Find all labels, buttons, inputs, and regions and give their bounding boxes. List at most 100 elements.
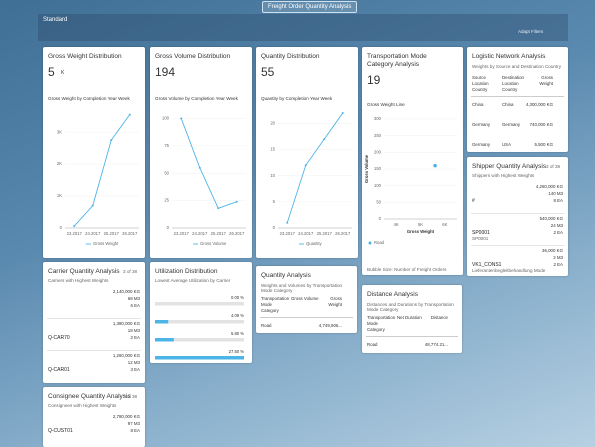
- y-tick-label: 1K: [57, 193, 62, 198]
- item-value: 2,140,000 KG: [112, 289, 140, 294]
- table-cell: China: [502, 102, 514, 107]
- plot: Gross Weight by Completion Year Week 0 1K 2…: [48, 96, 139, 246]
- adapt-filters: Adapt Filters: [518, 29, 544, 34]
- y-tick-label: 0: [379, 216, 382, 221]
- card-title: Gross Volume Distribution: [155, 53, 231, 60]
- item-name: Q-CUST01: [48, 428, 73, 434]
- x-axis-title: Gross Weight: [407, 229, 435, 234]
- legend-label: Quantity: [306, 241, 323, 246]
- kpi-card: Transportation Mode Category Analysis 19 B…: [362, 47, 463, 275]
- y-tick-label: 3K: [57, 129, 62, 134]
- point: [110, 139, 113, 142]
- plot: Gross Weight Line 0 50 100 150 200 250 300 4K 5K 6…: [364, 102, 457, 245]
- kpi-value: 194: [155, 65, 176, 79]
- x-tick-label: 4K: [394, 222, 399, 227]
- list-card: Shipper Quantity Analysis 3 of 38 Shippers…: [467, 157, 568, 276]
- card-title: Shipper Quantity Analysis: [472, 163, 547, 170]
- line: [286, 112, 344, 223]
- header-divider: [471, 96, 564, 97]
- table-cell: 4,749,906...: [318, 323, 342, 328]
- card-subtitle: Weights and Volumes by Transportation Mo…: [261, 283, 343, 293]
- kpi-unit: K: [61, 70, 65, 76]
- card-subtitle: Carriers with Highest Weights: [48, 278, 109, 283]
- kpi-card: Gross Weight Distribution 5 K Gross Weight …: [43, 47, 145, 258]
- table-cell: Germany: [502, 122, 521, 127]
- table-card: Quantity Analysis Weights and Volumes by …: [256, 266, 357, 333]
- card-title: Logistic Network Analysis: [472, 53, 546, 60]
- table-cell: 5,500 KG: [534, 142, 553, 147]
- item-value: 12 M3: [127, 360, 140, 365]
- point: [341, 112, 344, 114]
- bar: [155, 338, 174, 342]
- x-tick-label: 26.2017: [229, 231, 245, 236]
- point: [180, 117, 183, 120]
- bar-label: 4.09 %: [231, 313, 244, 318]
- column-header: Gross Weight: [328, 296, 342, 307]
- list-card: Consignee Quantity Analysis 3 of 38 Consig…: [43, 387, 145, 447]
- item-value: 36,000 KG: [542, 248, 563, 253]
- item-name: VK1_CONS1: [472, 262, 502, 268]
- card-title: Quantity Analysis: [261, 272, 311, 279]
- table-cell: 4,300,000 KG: [525, 102, 553, 107]
- table-cell: Road: [261, 323, 272, 328]
- card-footer: Bubble Size: Number of Freight Orders: [367, 267, 447, 272]
- item-description: Lieferantenbegleitbehandlung Mode: [472, 268, 546, 273]
- card-title: Gross Weight Distribution: [48, 53, 122, 60]
- item-value: 540,000 KG: [539, 216, 563, 221]
- item-value: 68 M3: [127, 296, 140, 301]
- bar: [155, 356, 244, 360]
- plot: Gross Volume by Completion Year Week 0 25 5…: [155, 96, 246, 246]
- item-value: 24 M3: [550, 223, 563, 228]
- item-value: 2 M3: [553, 255, 563, 260]
- table-cell: 48,774.21...: [424, 342, 448, 347]
- bar-track: [155, 338, 244, 342]
- card-subtitle: Weights by Source and Destination Countr…: [472, 64, 562, 69]
- bar: [155, 320, 169, 324]
- item-value: 8 EA: [130, 428, 140, 433]
- item-count: 3 of 38: [123, 269, 138, 274]
- card-title: Utilization Distribution: [155, 268, 218, 275]
- line: [73, 114, 131, 227]
- item-value: 1,260,000 KG: [112, 353, 140, 358]
- point: [235, 200, 238, 203]
- view-title-button[interactable]: Freight Order Quantity Analysis: [262, 1, 358, 13]
- x-tick-label: 6K: [442, 222, 447, 227]
- x-tick-label: 24.2017: [192, 231, 208, 236]
- list-card: Carrier Quantity Analysis 3 of 38 Carriers…: [43, 262, 145, 383]
- table-card: Distance Analysis Distances and Durations…: [362, 285, 462, 353]
- item-value: 2 EA: [553, 262, 563, 267]
- legend-label: Gross Volume: [200, 241, 227, 246]
- point: [433, 163, 437, 168]
- header-divider: [366, 336, 458, 337]
- header-divider: [260, 317, 353, 318]
- plot: Quantity by Completion Year Week 0 5 10 15 20…: [261, 96, 352, 246]
- kpi-value: 5: [48, 65, 55, 79]
- column-header: Net Duration: [397, 315, 422, 320]
- y-tick-label: 75: [164, 143, 169, 148]
- item-value: 2 EA: [553, 230, 563, 235]
- point: [198, 166, 201, 169]
- y-tick-label: 25: [164, 198, 169, 203]
- y-tick-label: 2K: [57, 161, 62, 166]
- y-tick-label: 50: [164, 170, 169, 175]
- card-title: Quantity Distribution: [261, 53, 320, 60]
- column-header: Transportation Mode Category: [261, 296, 290, 313]
- item-name: Q-CAR01: [48, 367, 70, 373]
- chart-title: Gross Weight by Completion Year Week: [48, 96, 130, 101]
- item-value: 1,380,000 KG: [112, 321, 140, 326]
- table-cell: USA: [502, 142, 512, 147]
- y-tick-label: 150: [374, 166, 382, 171]
- card-subtitle: Distances and Durations by Transportatio…: [367, 302, 454, 312]
- table-cell: Road: [367, 342, 378, 347]
- x-tick-label: 23.2017: [280, 231, 296, 236]
- x-tick-label: 5K: [418, 222, 423, 227]
- x-tick-label: 26.2017: [335, 231, 351, 236]
- item-divider: [47, 318, 141, 319]
- variant-name: Standard: [43, 17, 68, 23]
- item-value: 2 EA: [130, 335, 140, 340]
- x-tick-label: 25.2017: [104, 231, 120, 236]
- table-cell: Germany: [472, 122, 491, 127]
- y-tick-label: 300: [374, 116, 382, 121]
- point: [304, 164, 307, 167]
- y-tick-label: 50: [376, 199, 381, 204]
